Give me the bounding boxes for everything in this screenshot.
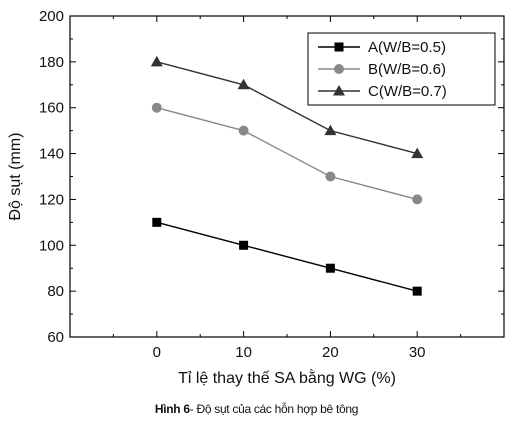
legend-label: A(W/B=0.5) [368,39,446,56]
x-tick-label: 10 [235,344,252,361]
legend-item: A(W/B=0.5) [318,39,446,56]
legend-label: C(W/B=0.7) [368,83,447,100]
legend-item: C(W/B=0.7) [318,83,447,100]
y-tick-label: 60 [47,329,64,346]
x-tick-label: 30 [409,344,426,361]
y-tick-label: 180 [39,54,64,71]
y-tick-label: 100 [39,237,64,254]
series-layer [150,55,424,296]
data-point [238,125,249,136]
series-line [156,107,418,201]
data-point [325,171,336,182]
y-tick-label: 140 [39,146,64,163]
data-point [324,124,337,136]
series-line [156,61,418,155]
data-point [237,78,250,90]
legend-label: B(W/B=0.6) [368,61,446,78]
x-tick-label: 20 [322,344,339,361]
data-point [150,55,163,67]
x-tick-label: 0 [153,344,161,361]
caption-text: - Độ sụt của các hỗn hợp bê tông [189,402,359,416]
y-tick-label: 80 [47,283,64,300]
legend-item: B(W/B=0.6) [318,61,446,78]
series-2 [150,55,424,159]
data-point [152,217,162,227]
legend: A(W/B=0.5) B(W/B=0.6) C(W/B=0.7) [307,32,496,106]
data-point [412,286,422,296]
legend-marker [334,42,344,52]
data-point [325,263,335,273]
data-point [411,147,424,159]
y-tick-label: 200 [39,8,64,25]
series-line [156,221,418,292]
legend-marker [334,64,344,74]
x-axis-title: Tỉ lệ thay thế SA bằng WG (%) [178,368,396,387]
legend-marker [333,85,345,96]
slump-chart: 60 80 100 120 140 160 180 200 0 10 20 30 Tỉ lệ thay… [7,8,505,387]
axis-ticks: 60 80 100 120 140 160 180 200 0 10 20 30 [39,8,504,361]
series-1 [151,102,423,205]
figure-caption: Hình 6- Độ sụt của các hỗn hợp bê tông [0,402,513,416]
y-tick-label: 120 [39,191,64,208]
caption-label: Hình 6 [154,402,190,416]
data-point [412,194,423,205]
series-0 [152,217,422,296]
y-axis-title: Độ sụt (mm) [7,133,24,221]
data-point [239,240,249,250]
data-point [151,102,162,113]
y-tick-label: 160 [39,100,64,117]
